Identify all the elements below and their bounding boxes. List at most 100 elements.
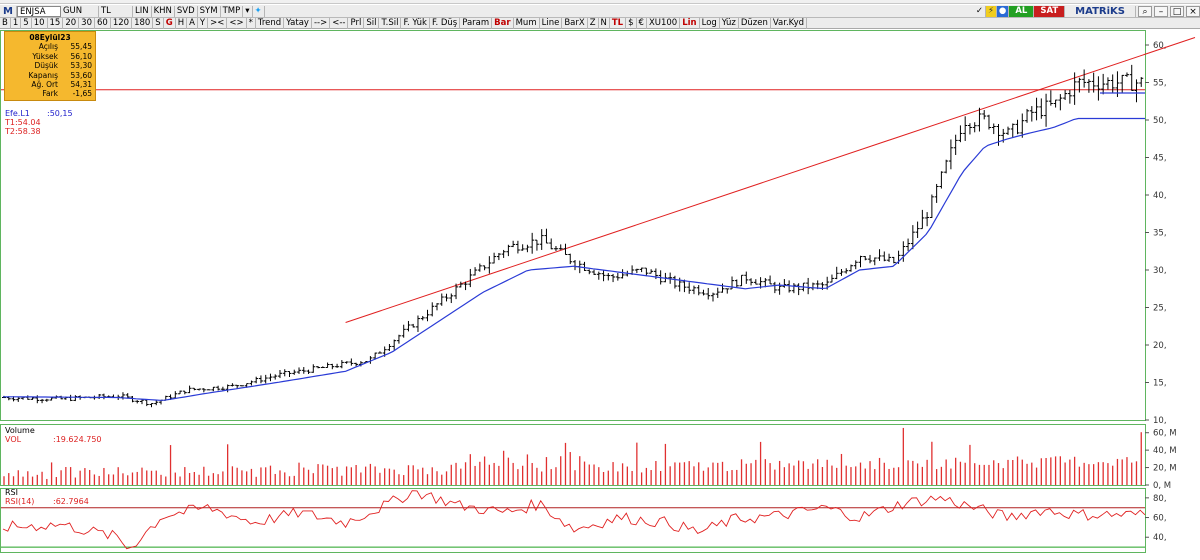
toolbar-main-item[interactable]: LIN bbox=[133, 5, 152, 17]
toolbar-chart-item[interactable]: A bbox=[187, 17, 198, 29]
toolbar-chart-item[interactable]: Line bbox=[540, 17, 563, 29]
volume-legend: Volume VOL :19.624.750 bbox=[5, 426, 102, 444]
toolbar-chart-item[interactable]: 15 bbox=[48, 17, 64, 29]
toolbar-main: M ENJSA GUN TL LIN KHN SVD SYM TMP ▾ ✦ ✓ ⚡ ●… bbox=[0, 5, 1200, 18]
toolbar-chart-item[interactable]: 60 bbox=[95, 17, 111, 29]
rsi-value: :62.7964 bbox=[53, 497, 89, 506]
info-label: Yüksek bbox=[32, 51, 58, 61]
toolbar-chart-item[interactable]: * bbox=[247, 17, 256, 29]
price-legend-value: :50,15 bbox=[47, 109, 73, 118]
toolbar-chart-item[interactable]: H bbox=[176, 17, 188, 29]
maximize-button[interactable]: □ bbox=[1170, 5, 1184, 17]
toolbar-chart-item[interactable]: T.Sil bbox=[379, 17, 402, 29]
toolbar-main-item[interactable]: TMP bbox=[221, 5, 244, 17]
toolbar-chart: B 1 5 10 15 20 30 60 120 180 S G H A Y >< <> * Trend Yatay -… bbox=[0, 17, 1200, 29]
toolbar-chart-item[interactable]: XU100 bbox=[647, 17, 681, 29]
toolbar-chart-item[interactable]: BarX bbox=[562, 17, 588, 29]
info-row: Açılış 55,45 bbox=[8, 42, 92, 51]
rsi-tick-label: 60, bbox=[1153, 514, 1167, 524]
info-label: Kapanış bbox=[28, 70, 58, 80]
sell-button[interactable]: SAT bbox=[1034, 5, 1066, 17]
toolbar-chart-item[interactable]: 1 bbox=[11, 17, 22, 29]
toolbar-chart-item[interactable]: >< bbox=[208, 17, 228, 29]
toolbar-chart-item[interactable]: Bar bbox=[492, 17, 514, 29]
check-icon[interactable]: ✓ bbox=[974, 5, 986, 17]
info-value: 53,60 bbox=[70, 70, 92, 80]
rsi-title: RSI bbox=[5, 488, 18, 497]
toolbar-chart-item[interactable]: --> bbox=[312, 17, 331, 29]
symbol-field[interactable]: ENJSA bbox=[16, 5, 61, 17]
info-value: 54,31 bbox=[70, 80, 92, 90]
toolbar-chart-item[interactable]: S bbox=[153, 17, 164, 29]
toolbar-chart-item[interactable]: Sil bbox=[364, 17, 380, 29]
toolbar-chart-item[interactable]: Yatay bbox=[284, 17, 312, 29]
toolbar-main-item[interactable]: SYM bbox=[198, 5, 221, 17]
toolbar-chart-item[interactable]: Düzen bbox=[739, 17, 771, 29]
close-button[interactable]: × bbox=[1186, 5, 1200, 17]
volume-value: :19.624.750 bbox=[53, 435, 102, 444]
toolbar-main-right: ✓ ⚡ ● AL SAT MATRiKS ⌕ – □ × bbox=[974, 5, 1200, 17]
toolbar-chart-item[interactable]: 20 bbox=[63, 17, 80, 29]
toolbar-chart-item[interactable]: G bbox=[164, 17, 176, 29]
toolbar-chart-item[interactable]: TL bbox=[610, 17, 627, 29]
period-select[interactable]: GUN bbox=[61, 5, 99, 17]
toolbar-chart-item[interactable]: F. Yük bbox=[401, 17, 430, 29]
toolbar-chart-item[interactable]: Y bbox=[198, 17, 209, 29]
volume-tick-label: 60, M bbox=[1153, 429, 1177, 439]
rsi-pane bbox=[0, 488, 1146, 553]
toolbar-chart-item[interactable]: F. Düş bbox=[430, 17, 461, 29]
info-value: -1,65 bbox=[72, 89, 92, 99]
bulb-icon[interactable]: ● bbox=[996, 5, 1010, 17]
toolbar-chart-item[interactable]: Trend bbox=[256, 17, 285, 29]
toolbar-chart-item[interactable]: 180 bbox=[132, 17, 154, 29]
toolbar-main-item[interactable]: SVD bbox=[175, 5, 198, 17]
price-tick-label: 60, bbox=[1153, 41, 1167, 51]
price-pane bbox=[0, 30, 1146, 421]
info-value: 53,30 bbox=[70, 61, 92, 71]
toolbar-chart-item[interactable]: Log bbox=[700, 17, 720, 29]
toolbar-main-items: LIN KHN SVD SYM TMP bbox=[133, 5, 244, 17]
currency-select[interactable]: TL bbox=[99, 5, 133, 17]
rsi-tick-label: 80, bbox=[1153, 494, 1167, 504]
minimize-button[interactable]: – bbox=[1154, 5, 1168, 17]
volume-pane bbox=[0, 424, 1146, 486]
lightning-icon[interactable]: ⚡ bbox=[985, 5, 997, 17]
rsi-line bbox=[2, 490, 1146, 550]
toolbar-chart-item[interactable]: B bbox=[0, 17, 11, 29]
toolbar-chart-item[interactable]: 10 bbox=[32, 17, 48, 29]
toolbar-chart-item[interactable]: Var.Kyd bbox=[771, 17, 808, 29]
toolbar-chart-item[interactable]: <> bbox=[227, 17, 247, 29]
toolbar-chart-item[interactable]: Mum bbox=[514, 17, 540, 29]
toolbar-main-item[interactable]: KHN bbox=[152, 5, 175, 17]
toolbar-chart-item[interactable]: Lin bbox=[680, 17, 700, 29]
info-row: Kapanış 53,60 bbox=[8, 71, 92, 80]
toolbar-chart-item[interactable]: N bbox=[599, 17, 610, 29]
info-row: Fark -1,65 bbox=[8, 89, 92, 98]
toolbar-chart-item[interactable]: € bbox=[637, 17, 647, 29]
toolbar-chart-item[interactable]: Param bbox=[460, 17, 493, 29]
twitter-icon[interactable]: ✦ bbox=[253, 5, 265, 17]
toolbar-chart-item[interactable]: 120 bbox=[111, 17, 133, 29]
price-legend-entry: T1:54.04 bbox=[5, 118, 73, 127]
chart-area[interactable]: 60, 55, 50, 45, 40, 35, 30, 25, 20, 15, 10, 60, M 40… bbox=[0, 30, 1200, 560]
rsi-label: RSI(14) bbox=[5, 497, 35, 506]
toolbar-chart-item[interactable]: Z bbox=[588, 17, 599, 29]
toolbar-chart-item[interactable]: Prl bbox=[348, 17, 365, 29]
toolbar-chart-item[interactable]: 5 bbox=[21, 17, 32, 29]
buy-button[interactable]: AL bbox=[1009, 5, 1035, 17]
ohlc-info-box: 08Eylül23 Açılış 55,45 Yüksek 56,10 Düşük 53,… bbox=[4, 31, 96, 101]
info-value: 55,45 bbox=[70, 42, 92, 52]
chart-canvas[interactable]: 60, 55, 50, 45, 40, 35, 30, 25, 20, 15, 10, 60, M 40… bbox=[0, 30, 1200, 560]
price-tick-label: 40, bbox=[1153, 191, 1167, 201]
info-rows: Açılış 55,45 Yüksek 56,10 Düşük 53,30 Kapanış 5… bbox=[8, 42, 92, 98]
volume-tick-label: 0, M bbox=[1153, 481, 1171, 491]
toolbar-chart-item[interactable]: <-- bbox=[330, 17, 349, 29]
info-label: Ağ. Ort bbox=[31, 80, 58, 90]
toolbar-chart-item[interactable]: $ bbox=[626, 17, 637, 29]
app-logo[interactable]: M bbox=[0, 5, 17, 17]
toolbar-chart-item[interactable]: Yüz bbox=[720, 17, 739, 29]
price-tick-label: 55, bbox=[1153, 79, 1167, 89]
search-icon[interactable]: ⌕ bbox=[1138, 5, 1152, 17]
chevron-down-icon[interactable]: ▾ bbox=[243, 5, 253, 17]
toolbar-chart-item[interactable]: 30 bbox=[79, 17, 95, 29]
